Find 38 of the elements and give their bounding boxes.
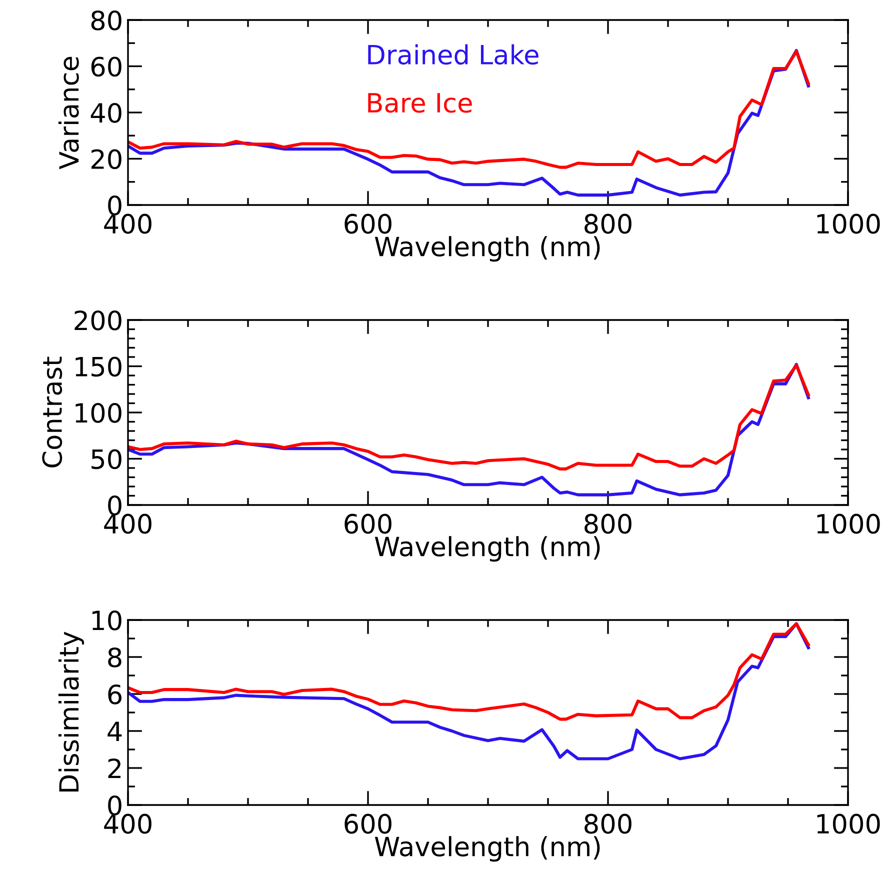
y-tick-label: 0: [108, 195, 122, 216]
x-tick-label: 400: [104, 214, 152, 234]
y-tick-label: 200: [74, 310, 122, 330]
y-tick-label: 6: [108, 684, 122, 704]
line-series: [128, 622, 810, 721]
text: Drained Lake: [368, 44, 538, 65]
y-tick-label: 80: [91, 10, 122, 30]
y-tick-label: 0: [108, 495, 122, 516]
y-tick-label: 50: [92, 449, 122, 470]
y-tick-label: 40: [90, 102, 122, 123]
x-tick-label: 1000: [817, 814, 880, 834]
x-tick-label: 600: [344, 214, 392, 234]
line-series: [128, 364, 810, 470]
x-axis-title: Wavelength (nm): [374, 536, 600, 562]
y-tick-label: 4: [108, 722, 122, 742]
y-tick-label: 10: [92, 610, 122, 630]
x-tick-label: 600: [344, 514, 392, 534]
y-axis-title: Dissimilarity: [58, 632, 84, 792]
x-tick-label: 1000: [817, 514, 880, 534]
x-axis-title: Wavelength (nm): [374, 236, 600, 262]
x-tick-label: 800: [584, 814, 632, 834]
series-label: Bare Ice: [368, 93, 472, 113]
y-axis-title: Contrast: [42, 356, 62, 468]
x-tick-label: 800: [584, 214, 632, 234]
y-tick-label: 2: [108, 758, 120, 778]
y-tick-label: 20: [91, 149, 122, 170]
y-tick-label: 150: [76, 356, 122, 377]
x-tick-label: 800: [584, 514, 632, 534]
y-tick-label: 0: [108, 795, 122, 816]
x-tick-label: 600: [344, 814, 392, 834]
y-axis-title: Variance: [58, 56, 79, 170]
y-tick-label: 100: [76, 402, 122, 423]
x-tick-label: 1000: [817, 214, 880, 234]
y-tick-label: 60: [91, 56, 122, 77]
x-tick-label: 400: [104, 514, 152, 534]
x-tick-label: 400: [104, 814, 152, 834]
x-axis-title: Wavelength (nm): [374, 836, 600, 862]
y-tick-label: 8: [108, 647, 122, 668]
